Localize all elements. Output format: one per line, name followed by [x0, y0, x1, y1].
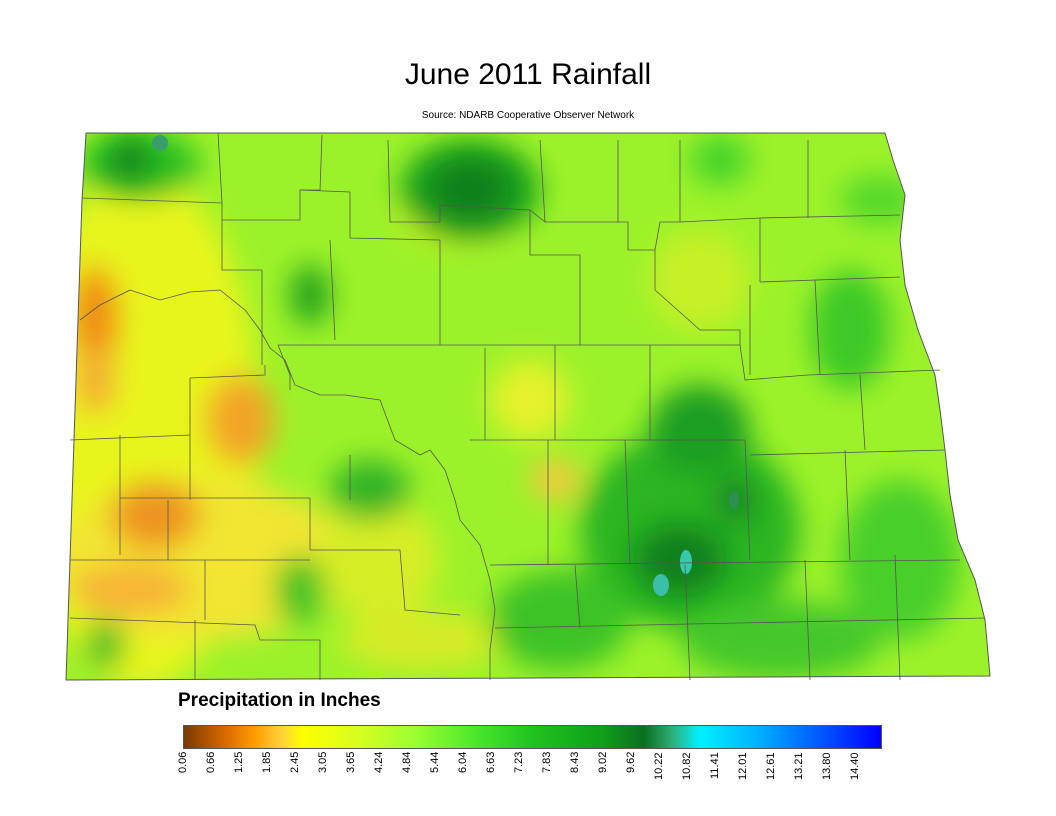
legend-tick-label: 9.62: [625, 752, 637, 774]
legend-tick-label: 8.43: [569, 752, 581, 774]
legend-tick-label: 0.66: [205, 752, 217, 774]
legend-tick-labels: 0.06 0.66 1.25 1.85 2.45 3.05 3.65 4.24 4.84 5.44…: [177, 752, 882, 802]
legend-tick-label: 13.80: [821, 752, 833, 780]
legend-tick-label: 13.21: [793, 752, 805, 780]
map-subtitle: Source: NDARB Cooperative Observer Netwo…: [421, 110, 635, 121]
precip-field: [66, 133, 990, 680]
color-scale-bar: [183, 725, 882, 749]
map-title: June 2011 Rainfall: [404, 58, 652, 91]
legend-tick-label: 2.45: [289, 752, 301, 774]
legend-tick-label: 14.40: [849, 752, 861, 780]
precipitation-map: [65, 132, 991, 681]
legend-tick-label: 3.05: [317, 752, 329, 774]
legend-tick-label: 12.61: [765, 752, 777, 780]
legend-title: Precipitation in Inches: [178, 690, 381, 711]
legend-tick-label: 10.82: [681, 752, 693, 780]
legend-tick-label: 9.02: [597, 752, 609, 774]
legend-tick-label: 7.83: [541, 752, 553, 774]
legend-tick-label: 1.25: [233, 752, 245, 774]
legend-tick-label: 6.63: [485, 752, 497, 774]
legend-tick-label: 3.65: [345, 752, 357, 774]
legend-tick-label: 1.85: [261, 752, 273, 774]
legend-tick-label: 4.24: [373, 752, 385, 774]
legend-tick-label: 4.84: [401, 752, 413, 774]
legend-tick-label: 0.06: [177, 752, 189, 774]
legend-tick-label: 10.22: [653, 752, 665, 780]
legend-tick-label: 12.01: [737, 752, 749, 780]
legend-tick-label: 6.04: [457, 752, 469, 774]
legend-tick-label: 5.44: [429, 752, 441, 774]
legend-tick-label: 11.41: [709, 752, 721, 779]
legend-tick-label: 7.23: [513, 752, 525, 774]
county-boundaries: [65, 132, 991, 681]
